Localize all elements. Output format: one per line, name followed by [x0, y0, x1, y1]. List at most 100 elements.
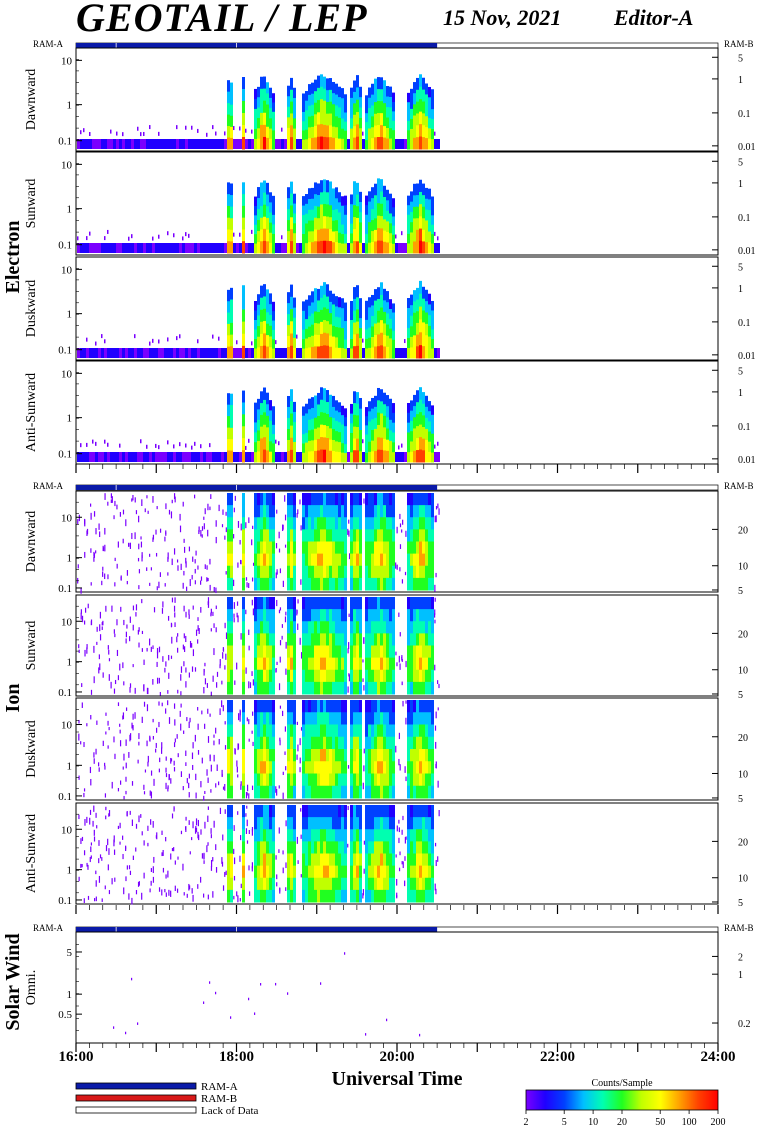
- spectrogram-panel: 10 1 0.1 20 10 5 Sunward: [24, 594, 748, 701]
- legend-label: RAM-B: [201, 1093, 237, 1105]
- right-axis: 210.2: [712, 952, 751, 1030]
- right-tick-label: 20: [738, 837, 748, 848]
- colorbar-label: Counts/Sample: [591, 1078, 653, 1089]
- left-tick-label: 0.1: [58, 895, 72, 907]
- right-axis: 5 1 0.1 0.01: [712, 53, 756, 153]
- right-tick-label: 20: [738, 629, 748, 640]
- legend-label: RAM-A: [201, 1081, 238, 1093]
- ram-a-segment: [76, 43, 438, 48]
- right-axis: 20 10 5: [712, 629, 748, 701]
- left-axis: 10 1 0.1: [58, 55, 82, 148]
- right-tick-label: 20: [738, 733, 748, 744]
- x-tick-label: 16:00: [59, 1049, 94, 1065]
- colorbar-tick-label: 2: [524, 1117, 529, 1128]
- right-tick-label: 5: [738, 586, 743, 597]
- right-tick-label: 5: [738, 690, 743, 701]
- left-tick-label: 1: [67, 204, 73, 216]
- colorbar-tick-label: 20: [617, 1117, 627, 1128]
- colorbar: [525, 1089, 719, 1111]
- right-tick-label: 10: [738, 666, 748, 677]
- left-tick-label: 0.1: [58, 345, 72, 357]
- x-tick-label: 18:00: [219, 1049, 254, 1065]
- left-tick-label: 10: [61, 55, 73, 67]
- legend-swatch: [75, 1106, 197, 1114]
- legend-swatch: [75, 1094, 197, 1102]
- left-axis: 10 1 0.1: [58, 159, 82, 252]
- left-tick-label: 10: [61, 720, 73, 732]
- ram-status-bar: RAM-A RAM-B: [33, 39, 754, 49]
- left-tick-label: 1: [67, 309, 73, 321]
- group-label: Ion: [2, 684, 24, 713]
- ram-b-label: RAM-B: [724, 39, 754, 49]
- right-tick-label: 0.01: [738, 142, 756, 153]
- ram-a-segment: [76, 927, 438, 932]
- ram-b-label: RAM-B: [724, 481, 754, 491]
- chart-title: GEOTAIL / LEP: [76, 0, 368, 40]
- left-axis: 510.5: [58, 944, 82, 1031]
- right-tick-label: 10: [738, 769, 748, 780]
- left-tick-label: 1: [67, 100, 73, 112]
- left-tick-label: 1: [67, 413, 73, 425]
- spectrogram-panel: 10 1 0.1 20 10 5 Dawnward: [24, 490, 748, 597]
- left-tick-label: 10: [61, 159, 73, 171]
- right-tick-label: 0.2: [738, 1019, 751, 1030]
- right-tick-label: 5: [738, 53, 743, 64]
- panel-label: Sunward: [24, 621, 39, 671]
- group-label: Electron: [2, 221, 24, 294]
- ram-b-label: RAM-B: [724, 923, 754, 933]
- right-tick-label: 0.01: [738, 246, 756, 257]
- chart-date: 15 Nov, 2021: [443, 5, 562, 30]
- left-tick-label: 10: [61, 824, 73, 836]
- panel-label: Dawnward: [24, 511, 39, 572]
- ram-a-label: RAM-A: [33, 39, 64, 49]
- left-tick-label: 1: [67, 865, 73, 877]
- left-tick-label: 5: [67, 947, 73, 959]
- right-axis: 20 10 5: [712, 733, 748, 805]
- left-tick-label: 0.1: [58, 583, 72, 595]
- right-tick-label: 20: [738, 525, 748, 536]
- panel-label: Dawnward: [24, 69, 39, 130]
- x-tick-label: 24:00: [701, 1049, 736, 1065]
- left-tick-label: 10: [61, 368, 73, 380]
- left-tick-label: 0.1: [58, 136, 72, 148]
- legend-label: Lack of Data: [201, 1105, 259, 1117]
- spectrogram-panel: 10 1 0.1 20 10 5 Duskward: [24, 697, 748, 805]
- left-axis: 10 1 0.1: [58, 264, 82, 357]
- left-tick-label: 0.1: [58, 687, 72, 699]
- x-tick-label: 20:00: [380, 1049, 415, 1065]
- colorbar-tick-label: 100: [682, 1117, 697, 1128]
- x-axis-label: Universal Time: [332, 1068, 463, 1090]
- right-tick-label: 5: [738, 794, 743, 805]
- spectrogram-panel: 10 1 0.1 5 1 0.1 0.01 Sunward: [24, 151, 756, 257]
- right-axis: 5 1 0.1 0.01: [712, 262, 756, 362]
- right-tick-label: 0.1: [738, 213, 751, 224]
- left-tick-label: 0.1: [58, 240, 72, 252]
- spectrogram-panel: 10 1 0.1 20 10 5 Anti-Sunward: [24, 802, 748, 909]
- right-tick-label: 5: [738, 262, 743, 273]
- left-tick-label: 0.1: [58, 449, 72, 461]
- right-tick-label: 5: [738, 157, 743, 168]
- right-axis: 20 10 5: [712, 837, 748, 909]
- right-tick-label: 10: [738, 874, 748, 885]
- right-tick-label: 10: [738, 562, 748, 573]
- right-tick-label: 0.1: [738, 422, 751, 433]
- left-axis: 10 1 0.1: [58, 605, 82, 699]
- colorbar-tick-label: 10: [588, 1117, 598, 1128]
- left-tick-label: 10: [61, 616, 73, 628]
- colorbar-tick-label: 200: [711, 1117, 726, 1128]
- panel-label: Anti-Sunward: [24, 814, 39, 893]
- left-axis: 10 1 0.1: [58, 501, 82, 595]
- ram-status-bar: RAM-A RAM-B: [33, 481, 754, 491]
- panel-label: Anti-Sunward: [24, 373, 39, 452]
- group-label: Solar Wind: [2, 933, 24, 1030]
- time-ticks: [75, 1043, 719, 1052]
- left-tick-label: 0.5: [58, 1009, 72, 1021]
- panel-label: Duskward: [24, 720, 39, 778]
- panel-label: Sunward: [24, 179, 39, 229]
- left-tick-label: 1: [67, 657, 73, 669]
- colorbar-tick-label: 5: [562, 1117, 567, 1128]
- spectrogram-panel: 10 1 0.1 5 1 0.1 0.01 Duskward: [24, 256, 756, 362]
